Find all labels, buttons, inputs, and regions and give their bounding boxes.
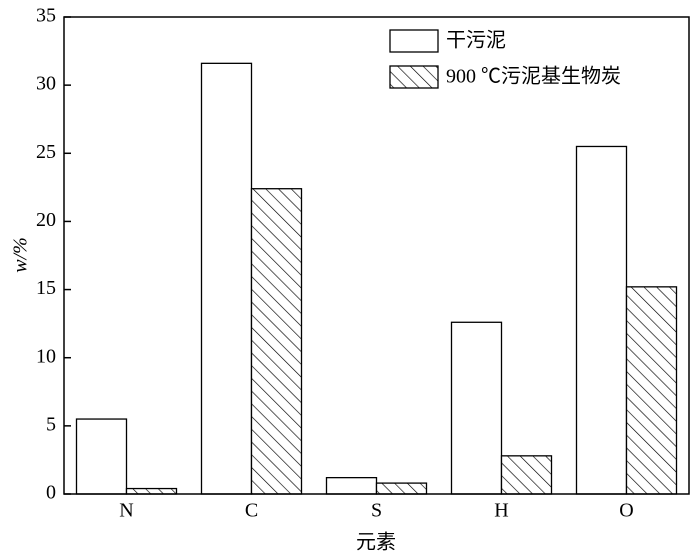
- legend-label: 900 ℃污泥基生物炭: [446, 65, 621, 88]
- x-tick-label: C: [245, 500, 258, 522]
- bar: [200, 62, 253, 495]
- x-tick-label: H: [494, 500, 508, 522]
- x-tick-label: N: [119, 500, 133, 522]
- bar: [575, 145, 628, 495]
- bar: [75, 418, 128, 495]
- y-tick-label: 20: [36, 209, 56, 231]
- bar: [125, 487, 178, 495]
- bar: [625, 286, 678, 495]
- y-tick-label: 5: [46, 413, 56, 435]
- x-axis-label: 元素: [356, 531, 396, 554]
- y-tick-label: 35: [36, 5, 56, 27]
- bar: [325, 476, 378, 495]
- y-tick-label: 15: [36, 277, 56, 299]
- bar: [375, 482, 428, 495]
- bar: [500, 455, 553, 495]
- y-axis-label: w/%: [10, 237, 32, 273]
- x-tick-label: O: [619, 500, 633, 522]
- plot-frame: [63, 16, 690, 495]
- y-tick-label: 25: [36, 141, 56, 163]
- bar: [450, 321, 503, 495]
- legend-swatch: [389, 65, 439, 89]
- x-tick-label: S: [371, 500, 382, 522]
- y-tick-label: 10: [36, 345, 56, 367]
- bar: [250, 188, 303, 495]
- legend-label: 干污泥: [446, 29, 506, 52]
- y-tick-label: 30: [36, 73, 56, 95]
- legend-swatch: [389, 29, 439, 53]
- y-tick-label: 0: [46, 482, 56, 504]
